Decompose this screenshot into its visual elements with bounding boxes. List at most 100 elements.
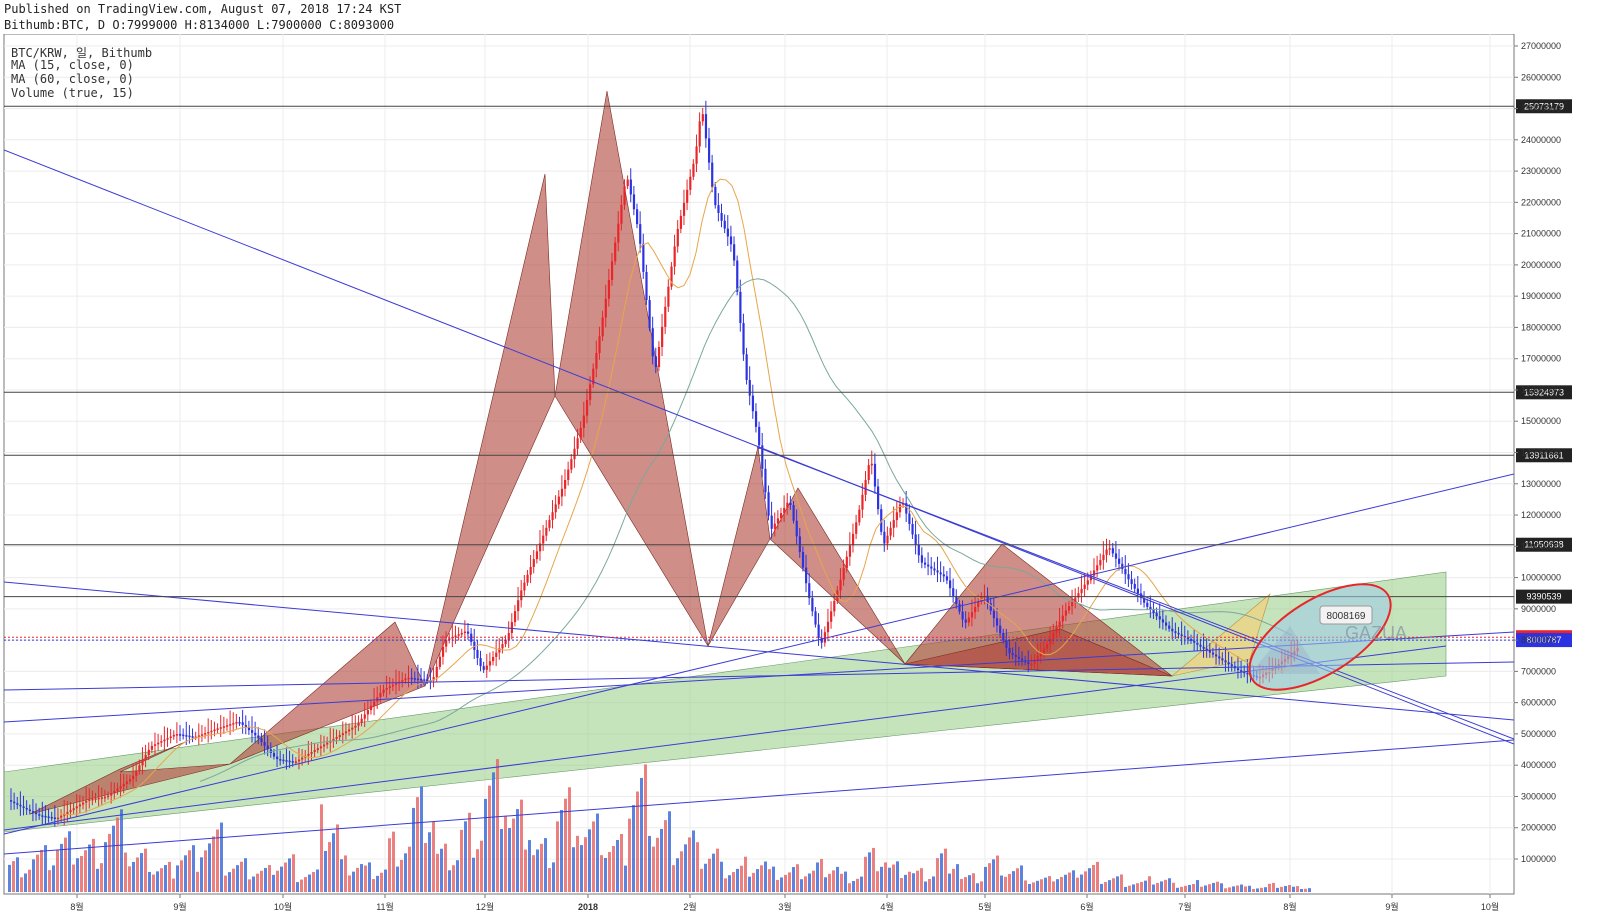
price-label-bg xyxy=(1516,633,1572,648)
candle-body xyxy=(798,536,801,552)
candle-body xyxy=(188,735,191,738)
candle-body xyxy=(272,752,276,757)
volume-bar xyxy=(1040,879,1043,892)
volume-bar xyxy=(1192,883,1195,892)
volume-bar xyxy=(1052,881,1055,892)
volume-bar xyxy=(468,812,471,892)
candle-body xyxy=(150,745,154,750)
volume-bar xyxy=(496,759,499,892)
candle-body xyxy=(285,760,288,762)
y-tick-label: 3000000 xyxy=(1521,791,1556,801)
y-tick-label: 11000000 xyxy=(1521,541,1560,551)
candle-body xyxy=(610,261,614,280)
candle-body xyxy=(291,761,294,763)
candle-body xyxy=(1139,593,1143,599)
volume-bar xyxy=(1256,888,1259,892)
candle-body xyxy=(858,509,861,523)
volume-bar xyxy=(1108,880,1111,892)
candle-body xyxy=(207,731,210,734)
volume-bar xyxy=(668,811,671,892)
candle-body xyxy=(595,353,598,369)
volume-bar xyxy=(36,854,39,892)
volume-bar xyxy=(488,785,491,892)
volume-bar xyxy=(124,852,127,892)
volume-bar xyxy=(628,818,631,892)
candle-body xyxy=(1017,656,1021,659)
volume-bar xyxy=(400,859,403,892)
volume-bar xyxy=(184,855,187,892)
price-axis[interactable]: 1000000 2000000 3000000 4000000 5000000 60000… xyxy=(1514,41,1561,864)
candle-body xyxy=(335,736,338,739)
volume-bar xyxy=(132,861,135,892)
volume-bar xyxy=(760,865,763,892)
volume-bar xyxy=(1272,882,1275,892)
candle-body xyxy=(382,689,385,693)
volume-bar xyxy=(68,831,71,892)
candle-body xyxy=(1243,671,1246,674)
volume-bar xyxy=(1268,883,1271,892)
volume-bar xyxy=(356,867,359,892)
candle-body xyxy=(247,727,251,731)
candle-body xyxy=(107,795,110,798)
volume-bar xyxy=(252,876,255,892)
volume-bar xyxy=(808,873,811,892)
candle-body xyxy=(967,617,970,623)
volume-bar xyxy=(48,870,51,892)
volume-bar xyxy=(404,853,407,892)
candle-body xyxy=(50,816,53,819)
volume-bar xyxy=(1264,887,1267,892)
candle-body xyxy=(216,728,219,730)
candle-body xyxy=(78,804,82,807)
candle-body xyxy=(438,656,442,667)
volume-bar xyxy=(348,875,351,892)
volume-bar xyxy=(288,858,291,892)
volume-bar xyxy=(140,853,143,892)
time-axis[interactable]: 8월 9월 10월 11월 12월 2018 2월 3월 4월 5월 6월 7월 8월 9월 10월 xyxy=(70,894,1499,912)
candle-body xyxy=(510,622,513,634)
candle-body xyxy=(366,710,370,715)
volume-bar xyxy=(88,844,91,892)
candle-body xyxy=(745,354,748,380)
candle-body xyxy=(379,692,382,698)
volume-bar xyxy=(12,861,15,892)
volume-bar xyxy=(196,871,199,892)
volume-bar xyxy=(1116,876,1119,892)
candle-body xyxy=(811,598,814,612)
volume-bar xyxy=(596,813,599,892)
volume-bar xyxy=(904,874,907,892)
candle-body xyxy=(1067,606,1071,611)
candle-body xyxy=(1215,654,1218,657)
candle-body xyxy=(523,582,526,591)
trend-line xyxy=(4,473,1514,835)
volume-bar xyxy=(1220,883,1223,892)
volume-bar xyxy=(260,870,263,892)
level-label-bg xyxy=(1516,385,1572,400)
candle-body xyxy=(1211,652,1215,655)
candle-body xyxy=(38,814,41,816)
candle-body xyxy=(1036,656,1039,661)
candle-body xyxy=(410,677,413,680)
level-label: 25073179 xyxy=(1524,101,1564,111)
volume-bar xyxy=(872,847,875,892)
volume-bar xyxy=(84,850,87,892)
candle-body xyxy=(742,323,745,355)
legend-symbol: BTC/KRW, 일, Bithumb xyxy=(11,46,153,60)
volume-bar xyxy=(312,872,315,892)
candle-body xyxy=(927,564,930,567)
x-tick-label: 3월 xyxy=(778,901,791,912)
volume-bar xyxy=(240,861,243,892)
candle-body xyxy=(692,163,695,177)
candle-body xyxy=(977,601,980,607)
candle-body xyxy=(466,631,470,634)
candle-body xyxy=(830,611,833,622)
volume-bar xyxy=(380,872,383,892)
candle-body xyxy=(639,224,642,244)
volume-bar xyxy=(1088,868,1091,892)
candle-body xyxy=(754,411,758,427)
y-tick-label: 16000000 xyxy=(1521,385,1561,395)
horizontal-levels: 25073179 15924973 13911661 11050638 9390539 8… xyxy=(4,99,1572,648)
volume-bar xyxy=(452,865,455,892)
price-chart[interactable]: 25073179 15924973 13911661 11050638 9390539 8… xyxy=(0,34,1613,918)
volume-bar xyxy=(860,876,863,892)
candle-body xyxy=(532,559,535,567)
